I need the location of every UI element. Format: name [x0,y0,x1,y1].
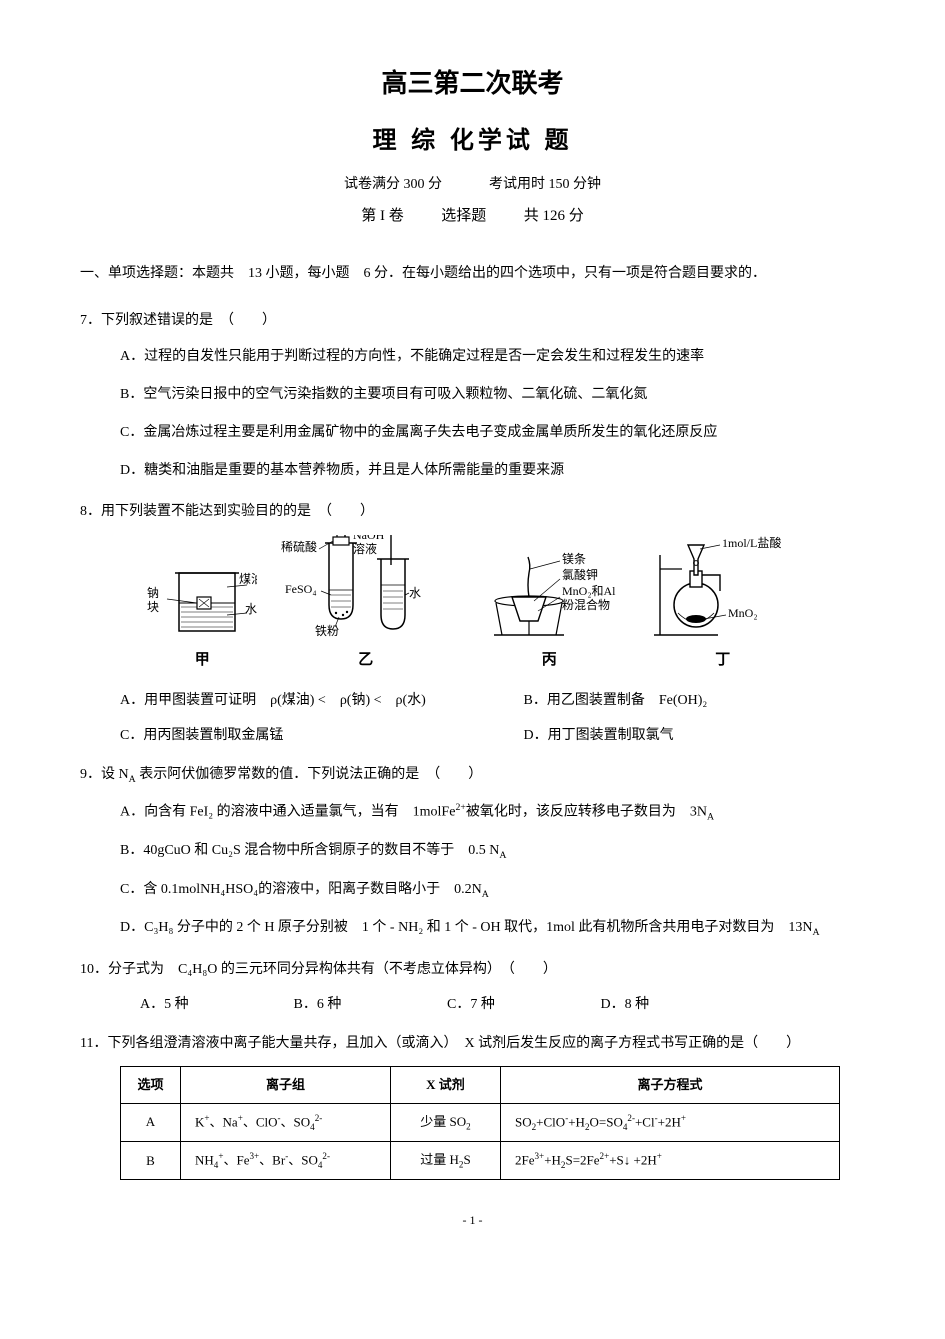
svg-text:煤油: 煤油 [239,572,257,586]
q9-option-c: C．含 0.1molNH₄HSO₄的溶液中，阳离子数目略小于 0.2NA [80,876,865,904]
flask-icon: 1mol/L盐酸 MnO₂ [648,535,798,645]
q10-options: A．5 种 B．6 种 C．7 种 D．8 种 [80,992,865,1017]
part-type: 选择题 [441,208,486,224]
q9-option-d: D．C₃H₈ 分子中的 2 个 H 原子分别被 1 个 - NH₂ 和 1 个 … [80,914,865,942]
svg-text:块: 块 [147,600,159,614]
q10-option-a: A．5 种 [140,992,290,1017]
svg-text:MnO₂: MnO₂ [728,606,758,620]
svg-text:MnO₂和Al: MnO₂和Al [562,584,616,598]
q9-stem-sub: A [129,774,136,785]
part-label: 第 I 卷 [361,208,404,224]
q8-option-d: D．用丁图装置制取氯气 [524,723,674,748]
diagram-bing: 镁条 氯酸钾 MnO₂和Al 粉混合物 丙 [474,545,624,674]
svg-text:水: 水 [245,602,257,616]
q9b-pre: B．40gCuO 和 Cu₂S 混合物中所含铜原子的数目不等于 0.5 N [120,843,499,858]
q11-table: 选项 离子组 X 试剂 离子方程式 AK+、Na+、ClO-、SO42-少量 S… [120,1066,840,1180]
q9b-sub: A [499,850,506,861]
q7-option-a: A．过程的自发性只能用于判断过程的方向性，不能确定过程是否一定会发生和过程发生的… [80,343,865,371]
cell-equation: 2Fe3++H2S=2Fe2++S↓ +2H+ [501,1141,840,1179]
beaker-icon: 钠 块 煤油 水 [147,555,257,645]
exam-title: 高三第二次联考 [80,60,865,107]
th-option: 选项 [121,1067,181,1103]
svg-text:稀硫酸: 稀硫酸 [281,539,317,554]
q9-option-a: A．向含有 FeI₂ 的溶液中通入适量氯气，当有 1molFe2+被氧化时，该反… [80,798,865,827]
cell-option: A [121,1103,181,1141]
q7-option-c: C．金属冶炼过程主要是利用金属矿物中的金属离子失去电子变成金属单质所发生的氧化还… [80,419,865,447]
q7-option-d: D．糖类和油脂是重要的基本营养物质，并且是人体所需能量的重要来源 [80,457,865,485]
q10-option-d: D．8 种 [601,992,751,1017]
q9c-sub: A [482,889,489,900]
question-8: 8．用下列装置不能达到实验目的的是 （ ） [80,499,865,748]
full-marks-value: 300 分 [404,177,443,192]
q8-option-b: B．用乙图装置制备 Fe(OH)₂ [524,688,708,713]
q10-option-b: B．6 种 [294,992,444,1017]
q7-option-b: B．空气污染日报中的空气污染指数的主要项目有可吸入颗粒物、二氧化硫、二氧化氮 [80,381,865,409]
th-ions: 离子组 [181,1067,391,1103]
diagram-yi: 稀硫酸 NaOH 溶液 FeSO₄ 铁粉 水 乙 [281,535,451,674]
q8-option-c: C．用丙图装置制取金属锰 [120,723,520,748]
question-9: 9．设 NA 表示阿伏伽德罗常数的值．下列说法正确的是 （ ） A．向含有 Fe… [80,762,865,943]
time-value: 150 分钟 [549,177,602,192]
cell-ions: K+、Na+、ClO-、SO42- [181,1103,391,1141]
q8-option-a: A．用甲图装置可证明 ρ(煤油) < ρ(钠) < ρ(水) [120,688,520,713]
q9a-mid: 被氧化时，该反应转移电子数目为 3N [466,805,707,820]
table-row: AK+、Na+、ClO-、SO42-少量 SO2SO2+ClO-+H2O=SO4… [121,1103,840,1141]
q9-option-b: B．40gCuO 和 Cu₂S 混合物中所含铜原子的数目不等于 0.5 NA [80,837,865,865]
exam-subject: 理 综 化学试 题 [80,119,865,162]
time-label: 考试用时 [489,177,545,192]
q9d-pre: D．C₃H₈ 分子中的 2 个 H 原子分别被 1 个 - NH₂ 和 1 个 … [120,920,812,935]
label-na: 钠 [147,585,159,600]
q10-option-c: C．7 种 [447,992,597,1017]
diagram-jia: 钠 块 煤油 水 甲 [147,555,257,674]
diagram-ding-caption: 丁 [648,647,798,674]
table-header-row: 选项 离子组 X 试剂 离子方程式 [121,1067,840,1103]
question-10: 10．分子式为 C₄H₈O 的三元环同分异构体共有（不考虑立体异构） （ ） A… [80,957,865,1017]
q8-diagrams: 钠 块 煤油 水 甲 [80,535,865,674]
q9d-sub: A [812,927,819,938]
svg-text:镁条: 镁条 [562,552,586,566]
cell-option: B [121,1141,181,1179]
svg-text:溶液: 溶液 [353,541,377,556]
q9a-sub: A [707,812,714,823]
part-score: 共 126 分 [524,208,584,224]
q8-row-cd: C．用丙图装置制取金属锰 D．用丁图装置制取氯气 [80,723,865,748]
page-number: - 1 - [80,1210,865,1232]
svg-text:FeSO₄: FeSO₄ [285,582,317,596]
question-11: 11．下列各组澄清溶液中离子能大量共存，且加入（或滴入） X 试剂后发生反应的离… [80,1031,865,1180]
q7-stem: 7．下列叙述错误的是 （ ） [80,308,865,333]
cell-reagent: 少量 SO2 [391,1103,501,1141]
section-header: 第 I 卷 选择题 共 126 分 [80,203,865,230]
q9a-sup: 2+ [455,802,465,813]
th-reagent: X 试剂 [391,1067,501,1103]
cell-equation: SO2+ClO-+H2O=SO42-+Cl-+2H+ [501,1103,840,1141]
table-row: BNH4+、Fe3+、Br-、SO42-过量 H2S2Fe3++H2S=2Fe2… [121,1141,840,1179]
svg-text:1mol/L盐酸: 1mol/L盐酸 [722,535,781,550]
diagram-ding: 1mol/L盐酸 MnO₂ 丁 [648,535,798,674]
q11-stem: 11．下列各组澄清溶液中离子能大量共存，且加入（或滴入） X 试剂后发生反应的离… [80,1031,865,1056]
question-7: 7．下列叙述错误的是 （ ） A．过程的自发性只能用于判断过程的方向性，不能确定… [80,308,865,485]
q8-stem: 8．用下列装置不能达到实验目的的是 （ ） [80,499,865,524]
diagram-yi-caption: 乙 [281,647,451,674]
svg-text:粉混合物: 粉混合物 [562,597,610,612]
svg-text:氯酸钾: 氯酸钾 [562,567,598,582]
diagram-bing-caption: 丙 [474,647,624,674]
diagram-jia-caption: 甲 [147,647,257,674]
section-instruction: 一、单项选择题：本题共 13 小题，每小题 6 分．在每小题给出的四个选项中，只… [80,260,865,288]
q8-row-ab: A．用甲图装置可证明 ρ(煤油) < ρ(钠) < ρ(水) B．用乙图装置制备… [80,688,865,713]
full-marks-label: 试卷满分 [344,177,400,192]
th-equation: 离子方程式 [501,1067,840,1103]
q9c-pre: C．含 0.1molNH₄HSO₄的溶液中，阳离子数目略小于 0.2N [120,882,482,897]
q9-stem-prefix: 9．设 N [80,767,129,782]
svg-text:水: 水 [409,586,421,600]
svg-text:NaOH: NaOH [353,535,385,542]
cell-ions: NH4+、Fe3+、Br-、SO42- [181,1141,391,1179]
cell-reagent: 过量 H2S [391,1141,501,1179]
q10-stem: 10．分子式为 C₄H₈O 的三元环同分异构体共有（不考虑立体异构） （ ） [80,957,865,982]
apparatus-icon: 稀硫酸 NaOH 溶液 FeSO₄ 铁粉 水 [281,535,451,645]
crucible-icon: 镁条 氯酸钾 MnO₂和Al 粉混合物 [474,545,624,645]
q9a-pre: A．向含有 FeI₂ 的溶液中通入适量氯气，当有 1molFe [120,805,455,820]
q9-stem-suffix: 表示阿伏伽德罗常数的值．下列说法正确的是 （ ） [136,767,483,782]
exam-info: 试卷满分 300 分 考试用时 150 分钟 [80,172,865,197]
q9-stem: 9．设 NA 表示阿伏伽德罗常数的值．下列说法正确的是 （ ） [80,762,865,788]
